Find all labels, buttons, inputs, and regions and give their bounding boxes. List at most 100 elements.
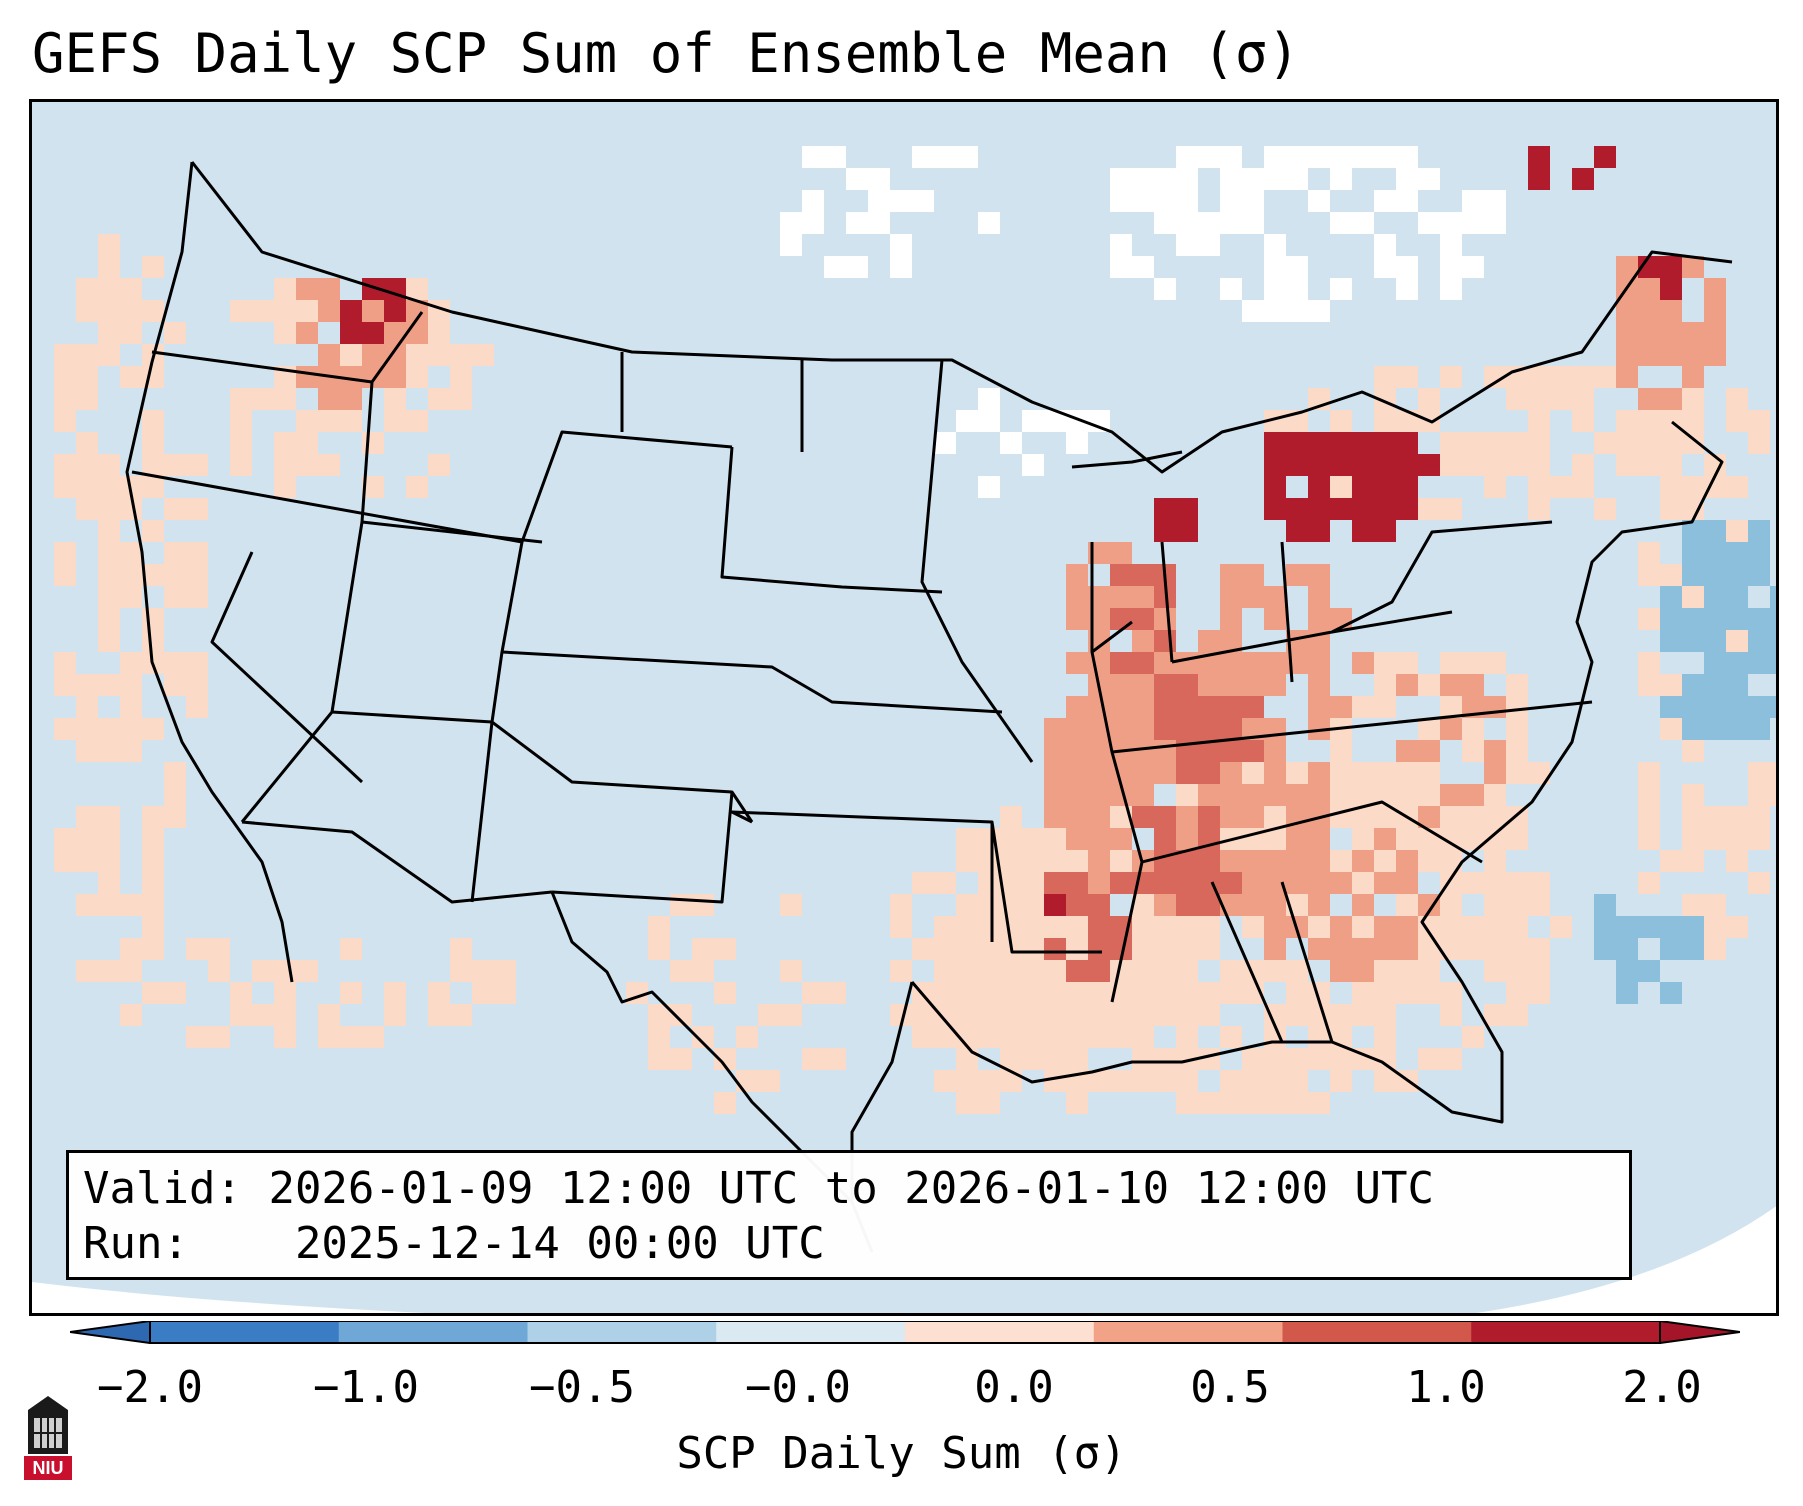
scp-cell — [1110, 696, 1132, 718]
scp-cell — [98, 300, 120, 322]
scp-cell — [1726, 542, 1748, 564]
scp-cell — [1396, 168, 1418, 190]
scp-cell — [1484, 740, 1506, 762]
scp-cell — [1594, 146, 1616, 168]
scp-cell — [274, 454, 296, 476]
scp-cell — [1132, 1070, 1154, 1092]
scp-cell — [1638, 872, 1660, 894]
scp-cell — [1396, 498, 1418, 520]
scp-cell — [1506, 872, 1528, 894]
colorbar-tick-label: −1.0 — [313, 1362, 419, 1413]
scp-cell — [164, 784, 186, 806]
scp-cell — [1132, 630, 1154, 652]
scp-cell — [1286, 146, 1308, 168]
scp-cell — [1682, 476, 1704, 498]
scp-cell — [1044, 1004, 1066, 1026]
colorbar-segment — [1093, 1321, 1283, 1343]
scp-cell — [1704, 476, 1726, 498]
scp-cell — [1264, 476, 1286, 498]
scp-cell — [1484, 828, 1506, 850]
scp-cell — [1330, 960, 1352, 982]
scp-cell — [1638, 410, 1660, 432]
scp-cell — [1110, 542, 1132, 564]
scp-cell — [142, 894, 164, 916]
scp-cell — [1154, 278, 1176, 300]
scp-cell — [1440, 652, 1462, 674]
scp-cell — [1440, 366, 1462, 388]
scp-cell — [890, 190, 912, 212]
scp-cell — [1726, 520, 1748, 542]
scp-cell — [1704, 630, 1726, 652]
scp-cell — [1132, 960, 1154, 982]
scp-cell — [1066, 432, 1088, 454]
scp-cell — [1286, 850, 1308, 872]
scp-cell — [1132, 608, 1154, 630]
scp-cell — [98, 586, 120, 608]
scp-cell — [406, 344, 428, 366]
scp-cell — [670, 1048, 692, 1070]
scp-cell — [1220, 1026, 1242, 1048]
scp-cell — [1110, 586, 1132, 608]
scp-cell — [76, 850, 98, 872]
scp-cell — [780, 212, 802, 234]
scp-cell — [1418, 806, 1440, 828]
scp-cell — [1374, 146, 1396, 168]
colorbar-segment — [527, 1321, 717, 1343]
scp-cell — [362, 300, 384, 322]
scp-cell — [1264, 1070, 1286, 1092]
scp-cell — [1330, 784, 1352, 806]
scp-cell — [1022, 1026, 1044, 1048]
colorbar-segment — [150, 1321, 340, 1343]
scp-cell — [1330, 740, 1352, 762]
scp-cell — [934, 916, 956, 938]
scp-cell — [1220, 674, 1242, 696]
scp-cell — [1528, 432, 1550, 454]
scp-cell — [1506, 894, 1528, 916]
scp-cell — [1616, 454, 1638, 476]
scp-cell — [1374, 432, 1396, 454]
scp-cell — [142, 806, 164, 828]
scp-cell — [1682, 828, 1704, 850]
scp-cell — [384, 982, 406, 1004]
scp-cell — [1352, 212, 1374, 234]
scp-cell — [1330, 762, 1352, 784]
scp-cell — [1176, 916, 1198, 938]
scp-cell — [98, 872, 120, 894]
scp-cell — [1374, 410, 1396, 432]
scp-cell — [142, 564, 164, 586]
scp-cell — [1132, 696, 1154, 718]
scp-cell — [142, 828, 164, 850]
scp-cell — [1154, 916, 1176, 938]
scp-cell — [208, 960, 230, 982]
scp-cell — [98, 806, 120, 828]
scp-cell — [1638, 652, 1660, 674]
scp-cell — [98, 234, 120, 256]
scp-cell — [1638, 828, 1660, 850]
scp-cell — [1682, 938, 1704, 960]
scp-cell — [296, 432, 318, 454]
scp-cell — [1308, 938, 1330, 960]
scp-cell — [142, 608, 164, 630]
scp-cell — [934, 1026, 956, 1048]
scp-cell — [1484, 916, 1506, 938]
scp-cell — [1286, 1048, 1308, 1070]
scp-cell — [1330, 872, 1352, 894]
scp-cell — [956, 938, 978, 960]
scp-cell — [758, 1004, 780, 1026]
scp-cell — [1110, 960, 1132, 982]
scp-cell — [1110, 1026, 1132, 1048]
scp-cell — [54, 564, 76, 586]
scp-cell — [692, 1026, 714, 1048]
scp-cell — [1682, 740, 1704, 762]
scp-cell — [120, 278, 142, 300]
scp-cell — [54, 828, 76, 850]
scp-cell — [1308, 498, 1330, 520]
scp-cell — [1066, 872, 1088, 894]
scp-cell — [1396, 850, 1418, 872]
scp-cell — [296, 322, 318, 344]
scp-cell — [1616, 300, 1638, 322]
scp-cell — [1220, 652, 1242, 674]
scp-cell — [428, 322, 450, 344]
scp-cell — [692, 938, 714, 960]
scp-cell — [1242, 652, 1264, 674]
